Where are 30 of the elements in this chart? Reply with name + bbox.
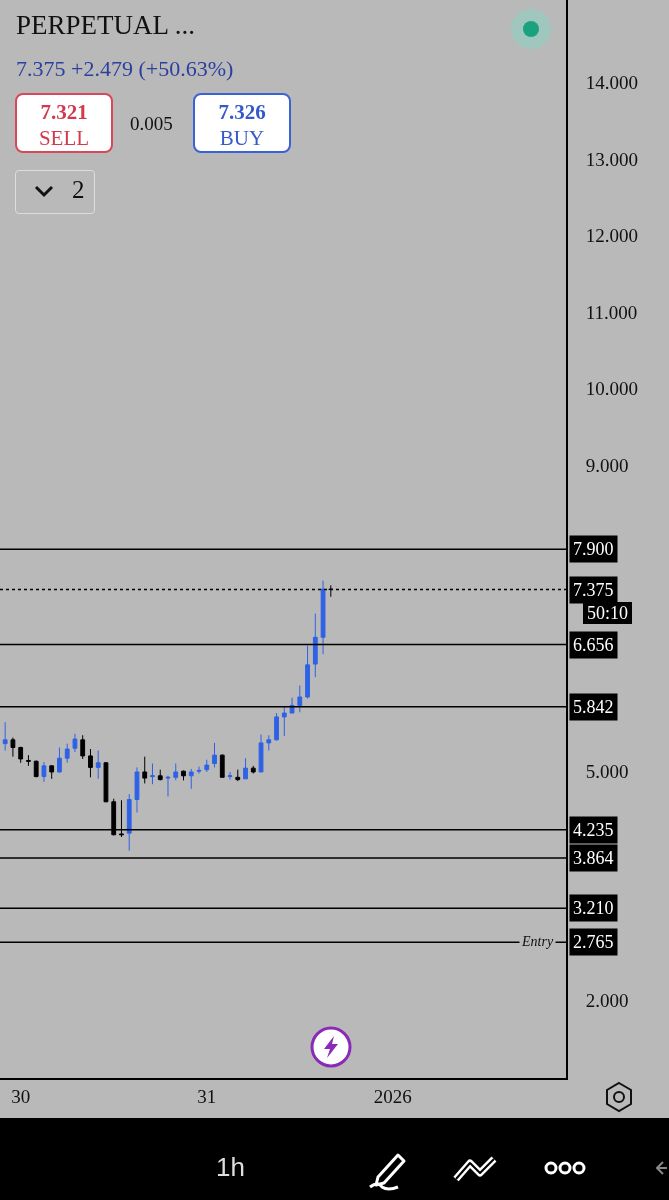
annotation: 0.005 <box>130 113 173 135</box>
text: 7.375 +2.479 (+50.63%) <box>16 56 234 82</box>
annotation: 2 <box>72 176 85 204</box>
ref-line-label: 4.235 <box>573 820 614 840</box>
y-tick-label: 12.000 <box>585 225 639 247</box>
ref-line-label: 7.900 <box>573 539 614 559</box>
y-tick-label: 11.000 <box>585 301 638 323</box>
annotation: 7.326 <box>218 100 266 124</box>
text: 1h <box>216 1152 245 1183</box>
annotation: 7.321 <box>40 100 88 124</box>
x-tick-label: 2026 <box>373 1085 412 1107</box>
ref-line-label: 6.656 <box>573 635 614 655</box>
y-tick-label: 5.000 <box>585 760 629 782</box>
ref-line-label: 2.765 <box>573 932 614 952</box>
chart-title: PERPETUAL ... <box>16 10 196 41</box>
ref-line-label: 7.375 <box>573 580 614 600</box>
y-tick-label: 2.000 <box>585 990 629 1012</box>
x-tick-label: 30 <box>11 1085 31 1107</box>
y-tick-label: 10.000 <box>585 378 639 400</box>
y-tick-label: 9.000 <box>585 454 629 476</box>
y-tick-label: 13.000 <box>585 148 639 170</box>
ref-line-label: 5.842 <box>573 697 614 717</box>
y-tick-label: 14.000 <box>585 72 639 94</box>
annotation: BUY <box>219 126 265 150</box>
ref-line-label: 3.210 <box>573 898 614 918</box>
annotation: SELL <box>38 126 90 150</box>
text: 50:10 <box>583 602 633 624</box>
annotation: Entry <box>521 934 554 949</box>
ref-line-label: 3.864 <box>573 848 614 868</box>
x-tick-label: 31 <box>197 1085 217 1107</box>
